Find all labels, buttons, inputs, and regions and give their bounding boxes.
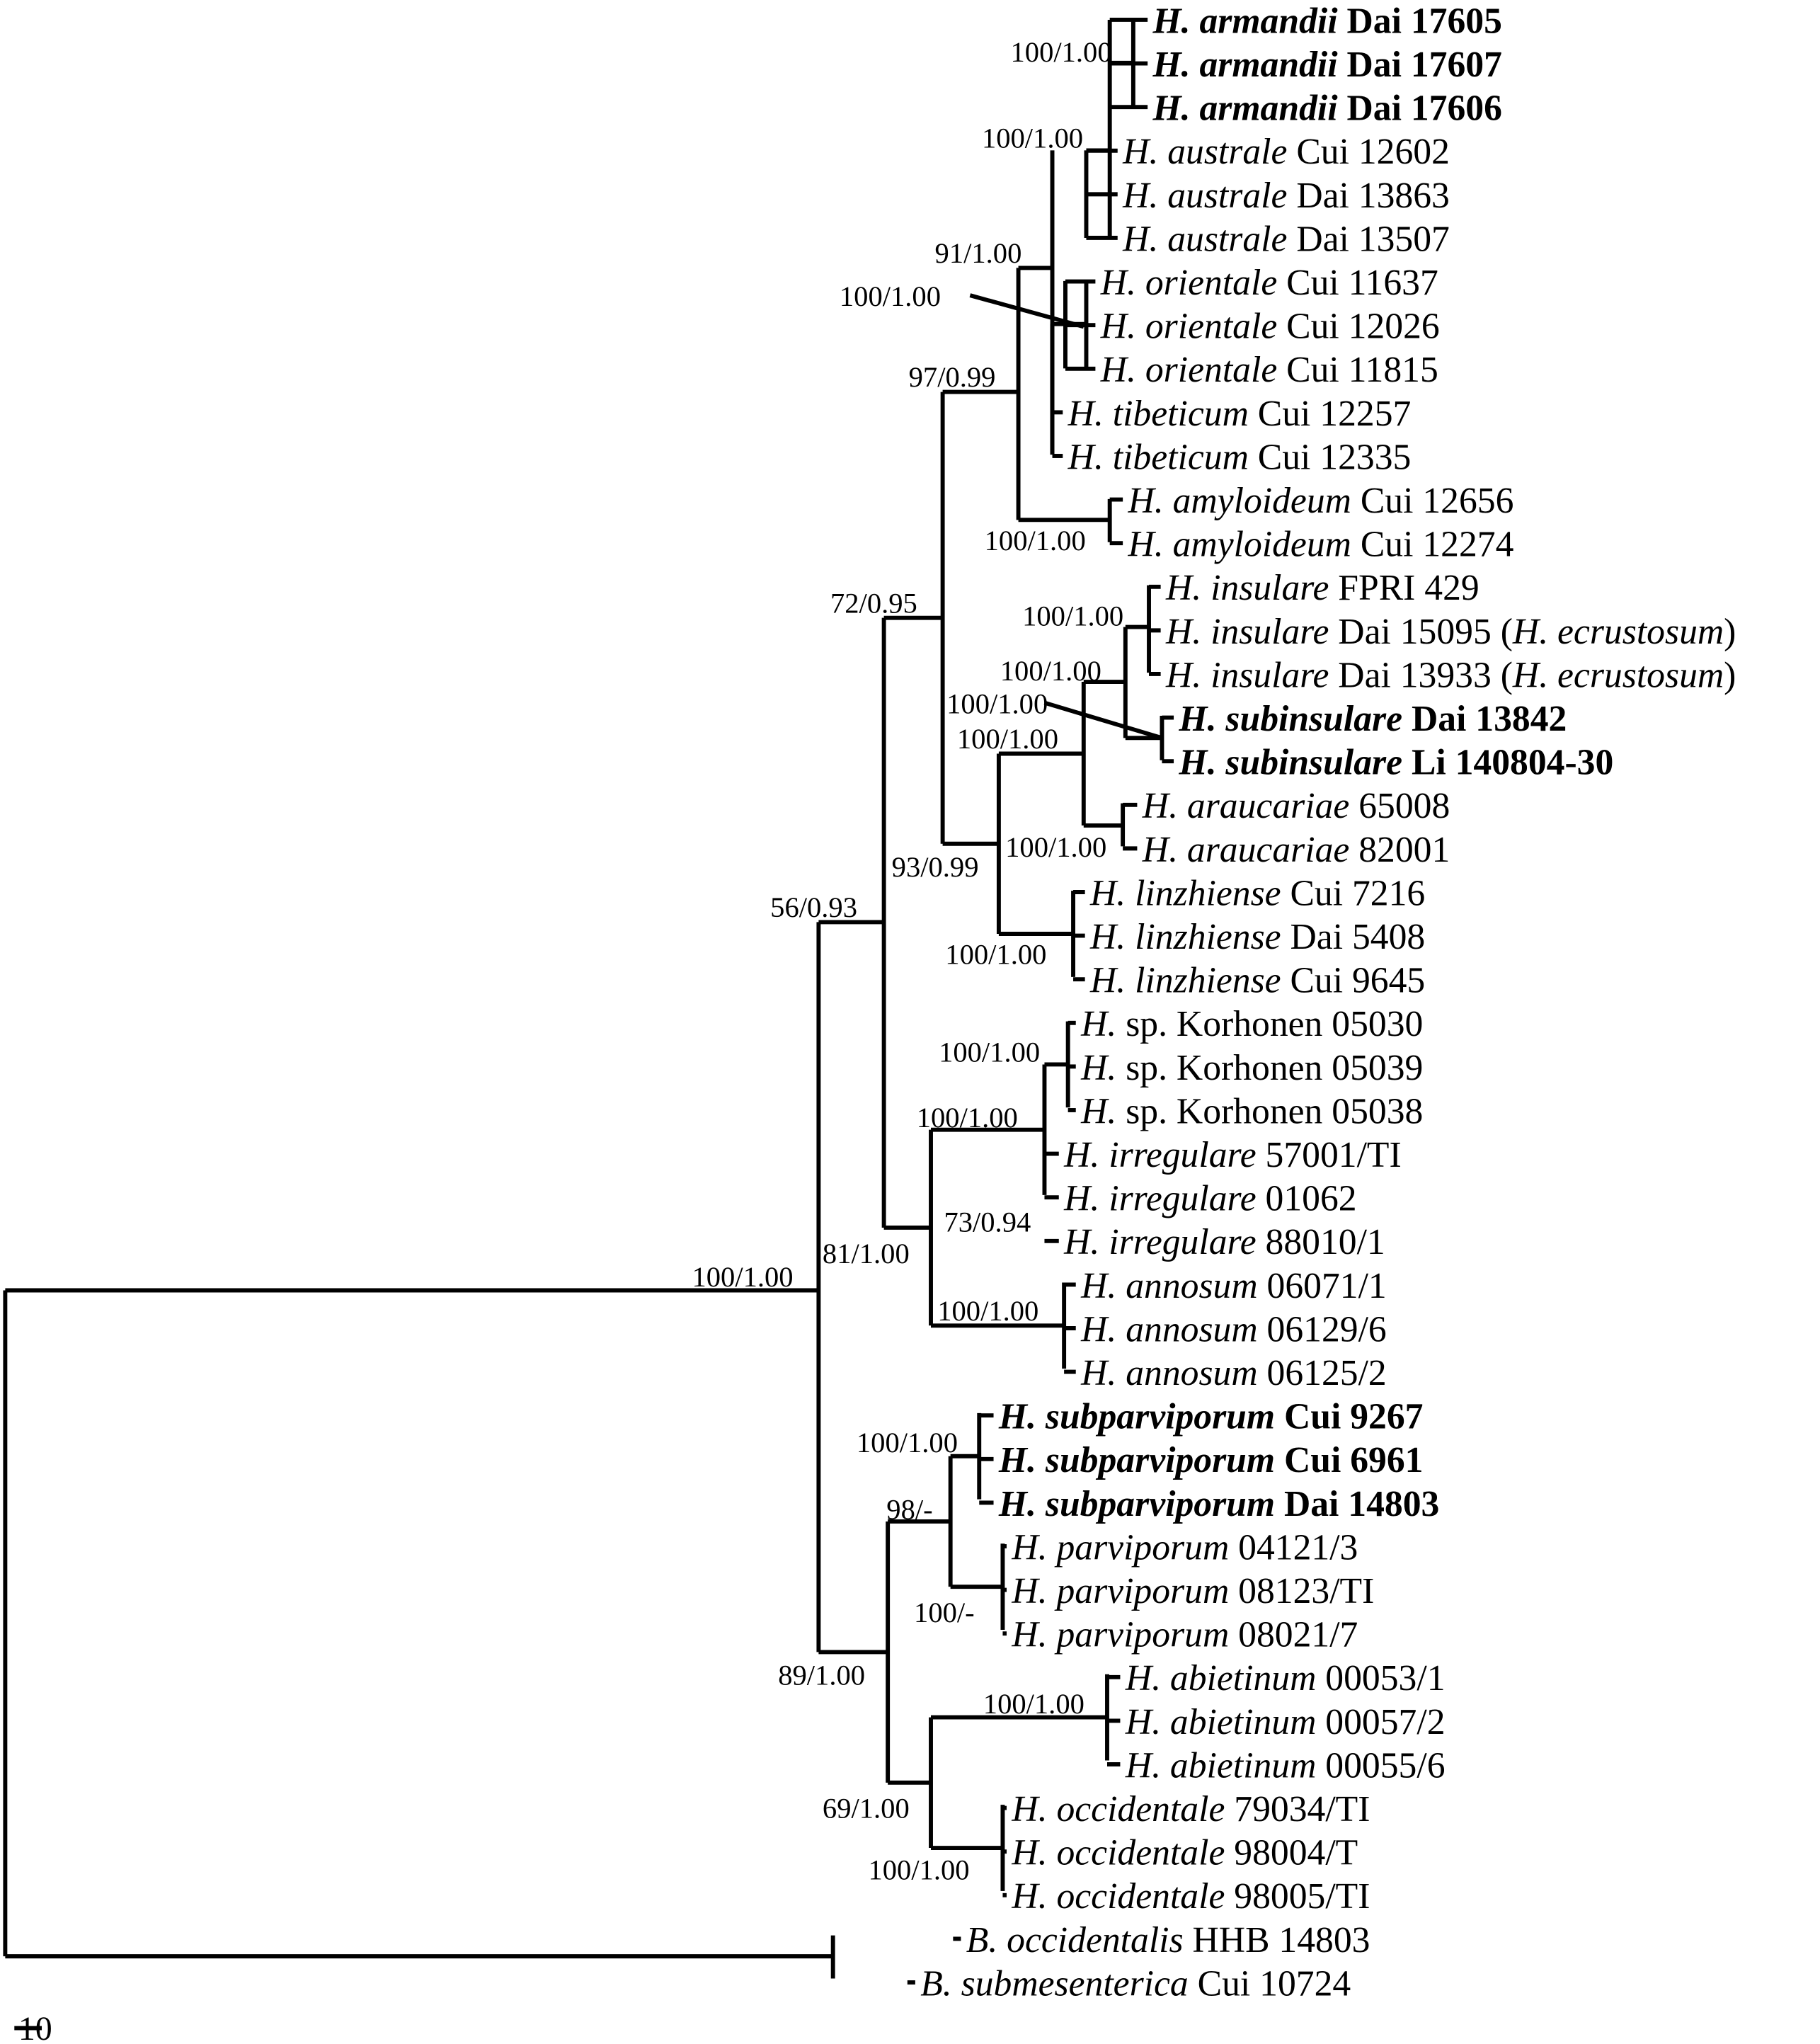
support-value-label: 100/- <box>914 1597 975 1628</box>
taxon-label: H. parviporum 08123/TI <box>1011 1571 1374 1611</box>
taxon-label: H. amyloideum Cui 12274 <box>1128 525 1514 565</box>
taxon-label: B. submesenterica Cui 10724 <box>920 1963 1351 2004</box>
taxon-label: H. parviporum 04121/3 <box>1011 1527 1358 1568</box>
support-value-label: 100/1.00 <box>957 723 1058 755</box>
taxon-label: H. insulare Dai 15095 (H. ecrustosum) <box>1165 612 1736 652</box>
support-value-label: 97/0.99 <box>909 361 996 393</box>
taxon-label: H. orientale Cui 11815 <box>1100 350 1438 390</box>
taxon-label: H. subparviporum Cui 9267 <box>998 1397 1424 1437</box>
taxon-label: H. occidentale 79034/TI <box>1011 1789 1370 1829</box>
taxon-label: H. irregulare 88010/1 <box>1063 1222 1385 1262</box>
support-value-label: 100/1.00 <box>857 1427 958 1458</box>
taxon-label: H. amyloideum Cui 12656 <box>1128 481 1514 521</box>
tree-branches <box>3 18 1174 1985</box>
support-value-label: 72/0.95 <box>830 587 917 619</box>
support-value-label: 91/1.00 <box>935 237 1022 269</box>
support-value-label: 100/1.00 <box>982 122 1083 154</box>
taxon-label: H. annosum 06071/1 <box>1080 1266 1387 1306</box>
taxon-label: H. sp. Korhonen 05039 <box>1080 1048 1423 1088</box>
taxon-label: H. linzhiense Cui 7216 <box>1089 873 1425 913</box>
support-value-label: 100/1.00 <box>868 1854 969 1885</box>
support-value-label: 100/1.00 <box>1005 831 1106 863</box>
taxon-label: H. irregulare 57001/TI <box>1063 1135 1402 1175</box>
support-value-label: 98/- <box>886 1493 932 1525</box>
support-value-label: 73/0.94 <box>944 1206 1031 1238</box>
taxon-label: H. abietinum 00055/6 <box>1125 1745 1446 1786</box>
support-value-label: 100/1.00 <box>983 1688 1084 1720</box>
taxon-label: H. tibeticum Cui 12257 <box>1068 394 1412 434</box>
taxon-label: H. tibeticum Cui 12335 <box>1068 437 1412 477</box>
support-values: 100/1.00100/1.0091/1.00100/1.0097/0.9910… <box>692 36 1123 1885</box>
taxon-label: H. subparviporum Cui 6961 <box>998 1440 1424 1480</box>
support-value-label: 100/1.00 <box>1011 36 1112 68</box>
scale-bar-label: 10 <box>18 2010 52 2044</box>
taxon-label: H. subinsulare Li 140804-30 <box>1178 743 1613 783</box>
taxon-label: H. australe Cui 12602 <box>1122 132 1450 172</box>
taxon-label: H. parviporum 08021/7 <box>1011 1615 1358 1655</box>
support-value-label: 69/1.00 <box>823 1793 910 1825</box>
taxon-label: H. occidentale 98005/TI <box>1011 1876 1370 1917</box>
taxon-label: B. occidentalis HHB 14803 <box>966 1920 1370 1960</box>
support-connector-line <box>1043 700 1163 741</box>
taxon-label: H. australe Dai 13507 <box>1122 219 1450 259</box>
support-value-label: 100/1.00 <box>937 1295 1038 1327</box>
support-value-label: 89/1.00 <box>778 1659 865 1691</box>
taxon-label: H. orientale Cui 11637 <box>1100 263 1438 303</box>
support-value-label: 100/1.00 <box>1000 655 1101 687</box>
scale-bar: 10 <box>14 2010 52 2044</box>
taxon-label: H. abietinum 00057/2 <box>1125 1702 1446 1742</box>
support-value-label: 100/1.00 <box>917 1102 1018 1134</box>
taxon-label: H. orientale Cui 12026 <box>1100 307 1440 347</box>
taxon-label: H. armandii Dai 17607 <box>1152 45 1502 85</box>
taxon-label: H. insulare Dai 13933 (H. ecrustosum) <box>1165 655 1736 695</box>
support-value-label: 100/1.00 <box>939 1037 1040 1068</box>
taxon-label: H. subparviporum Dai 14803 <box>998 1484 1439 1524</box>
taxon-label: H. sp. Korhonen 05038 <box>1080 1091 1423 1131</box>
taxon-label: H. annosum 06125/2 <box>1080 1353 1387 1393</box>
taxon-label: H. araucariae 65008 <box>1142 786 1450 826</box>
support-value-label: 100/1.00 <box>692 1261 793 1293</box>
taxon-label: H. linzhiense Cui 9645 <box>1089 961 1425 1001</box>
taxon-label: H. occidentale 98004/T <box>1011 1833 1358 1873</box>
taxon-label: H. australe Dai 13863 <box>1122 176 1450 216</box>
taxon-label: H. subinsulare Dai 13842 <box>1178 699 1567 739</box>
support-connector-line <box>969 293 1084 329</box>
support-value-label: 100/1.00 <box>945 938 1046 970</box>
support-value-label: 100/1.00 <box>840 280 941 312</box>
support-value-label: 93/0.99 <box>892 851 979 883</box>
taxon-label: H. armandii Dai 17605 <box>1152 1 1502 41</box>
taxon-label: H. insulare FPRI 429 <box>1165 568 1480 608</box>
support-value-label: 100/1.00 <box>946 687 1048 719</box>
support-value-label: 100/1.00 <box>985 525 1086 556</box>
taxon-label: H. sp. Korhonen 05030 <box>1080 1004 1423 1044</box>
support-value-label: 56/0.93 <box>770 891 857 923</box>
support-value-label: 100/1.00 <box>1022 600 1123 632</box>
taxon-label: H. linzhiense Dai 5408 <box>1089 917 1425 957</box>
taxon-label: H. armandii Dai 17606 <box>1152 89 1502 129</box>
taxon-label: H. irregulare 01062 <box>1063 1179 1356 1219</box>
support-value-label: 81/1.00 <box>823 1238 910 1269</box>
taxon-label: H. araucariae 82001 <box>1142 830 1450 870</box>
taxon-label: H. abietinum 00053/1 <box>1125 1658 1446 1698</box>
taxon-label: H. annosum 06129/6 <box>1080 1309 1387 1349</box>
